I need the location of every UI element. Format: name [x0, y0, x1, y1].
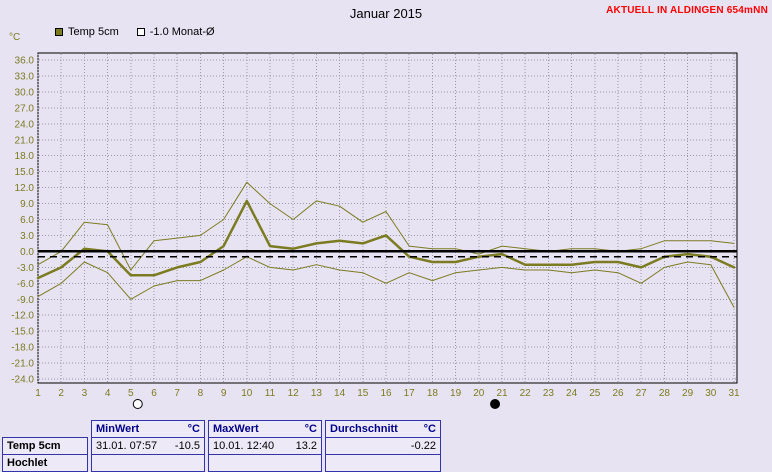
minwert-value-cell: 31.01. 07:57 -10.5: [91, 437, 205, 455]
svg-text:3: 3: [82, 388, 88, 399]
svg-text:1: 1: [35, 388, 41, 399]
svg-text:-6.0: -6.0: [17, 279, 35, 290]
svg-text:-9.0: -9.0: [17, 295, 35, 306]
svg-text:-3.0: -3.0: [17, 263, 35, 274]
maxwert-timestamp: 10.01. 12:40: [213, 440, 275, 452]
svg-text:13: 13: [311, 388, 323, 399]
svg-text:14: 14: [334, 388, 346, 399]
svg-text:11: 11: [265, 388, 276, 399]
svg-text:-18.0: -18.0: [11, 343, 34, 354]
svg-text:27: 27: [636, 388, 648, 399]
svg-text:3.0: 3.0: [20, 231, 34, 242]
legend-item-monatsmittel: -1.0 Monat-Ø: [136, 26, 215, 38]
svg-text:-24.0: -24.0: [11, 375, 34, 386]
svg-text:2: 2: [58, 388, 64, 399]
stats-data-row-partial: Hochlet: [2, 454, 441, 472]
svg-text:-12.0: -12.0: [11, 311, 34, 322]
maxwert-value: 13.2: [295, 440, 317, 452]
y-axis-unit-label: °C: [9, 32, 21, 43]
svg-text:23: 23: [543, 388, 555, 399]
maxwert-unit-label: °C: [304, 423, 317, 435]
svg-text:20: 20: [473, 388, 485, 399]
svg-text:-15.0: -15.0: [11, 327, 34, 338]
minwert-unit-label: °C: [187, 423, 200, 435]
page-title: Januar 2015: [349, 6, 423, 21]
svg-text:30: 30: [705, 388, 717, 399]
svg-text:25: 25: [589, 388, 601, 399]
durchschnitt-header-cell: Durchschnitt °C: [325, 420, 441, 438]
svg-text:24: 24: [566, 388, 578, 399]
svg-text:21.0: 21.0: [15, 135, 35, 146]
svg-text:0.0: 0.0: [20, 247, 34, 258]
svg-text:31: 31: [728, 388, 740, 399]
minwert-timestamp: 31.01. 07:57: [96, 440, 158, 452]
svg-text:9.0: 9.0: [20, 199, 34, 210]
svg-text:6: 6: [151, 388, 157, 399]
chart-legend: Temp 5cm -1.0 Monat-Ø: [55, 26, 215, 38]
durchschnitt-value-cell: -0.22: [325, 437, 441, 455]
svg-text:-21.0: -21.0: [11, 359, 34, 370]
minwert-header-cell: MinWert °C: [91, 420, 205, 438]
svg-text:27.0: 27.0: [15, 103, 35, 114]
stats-data-row-temp5cm: Temp 5cm 31.01. 07:57 -10.5 10.01. 12:40…: [2, 437, 441, 455]
svg-text:19: 19: [450, 388, 462, 399]
maxwert-header-label: MaxWert: [213, 423, 259, 435]
svg-text:29: 29: [682, 388, 694, 399]
durchschnitt-header-label: Durchschnitt: [330, 423, 398, 435]
stats-table: MinWert °C MaxWert °C Durchschnitt °C Te…: [2, 420, 441, 472]
durchschnitt-unit-label: °C: [423, 423, 436, 435]
legend-temp5cm-label: Temp 5cm: [68, 26, 119, 38]
sensor-name-cell-partial: Hochlet: [2, 454, 88, 472]
durchschnitt-value: -0.22: [410, 440, 436, 452]
sensor-name-cell: Temp 5cm: [2, 437, 88, 455]
legend-monatsmittel-label: -1.0 Monat-Ø: [149, 26, 215, 38]
minwert-header-label: MinWert: [96, 423, 140, 435]
stats-header-spacer: [2, 420, 88, 438]
svg-text:9: 9: [221, 388, 227, 399]
svg-text:28: 28: [659, 388, 671, 399]
svg-text:16: 16: [380, 388, 392, 399]
svg-text:15: 15: [357, 388, 369, 399]
svg-text:5: 5: [128, 388, 134, 399]
svg-text:24.0: 24.0: [15, 119, 35, 130]
svg-text:7: 7: [174, 388, 180, 399]
svg-text:12: 12: [288, 388, 300, 399]
svg-text:17: 17: [404, 388, 416, 399]
svg-text:10: 10: [241, 388, 253, 399]
svg-text:36.0: 36.0: [15, 56, 35, 67]
station-banner-link[interactable]: AKTUELL IN ALDINGEN 654mNN: [606, 5, 768, 16]
monatsmittel-swatch-icon: [136, 28, 145, 36]
svg-text:6.0: 6.0: [20, 215, 34, 226]
weather-month-chart-page: Januar 2015 AKTUELL IN ALDINGEN 654mNN °…: [2, 5, 768, 472]
stats-header-row: MinWert °C MaxWert °C Durchschnitt °C: [2, 420, 441, 438]
svg-text:33.0: 33.0: [15, 71, 35, 82]
svg-text:15.0: 15.0: [15, 167, 35, 178]
maxwert-header-cell: MaxWert °C: [208, 420, 322, 438]
svg-text:21: 21: [496, 388, 508, 399]
temp5cm-swatch-icon: [55, 28, 63, 36]
maxwert-value-cell: 10.01. 12:40 13.2: [208, 437, 322, 455]
sensor-name-label: Temp 5cm: [7, 440, 61, 452]
minwert-value-cell-partial: [91, 454, 205, 472]
durchschnitt-value-cell-partial: [325, 454, 441, 472]
svg-text:30.0: 30.0: [15, 87, 35, 98]
temperature-line-chart: -24.0 -21.0 -18.0 -15.0 -12.0 -9.0 -6.0 -3.0 0.0…: [11, 52, 740, 409]
minwert-value: -10.5: [174, 440, 200, 452]
legend-item-temp5cm: Temp 5cm: [55, 26, 119, 38]
svg-text:22: 22: [520, 388, 532, 399]
svg-text:18: 18: [427, 388, 439, 399]
sensor-name-label-partial: Hochlet: [7, 457, 48, 469]
svg-text:4: 4: [105, 388, 111, 399]
maxwert-value-cell-partial: [208, 454, 322, 472]
svg-text:18.0: 18.0: [15, 151, 35, 162]
svg-text:12.0: 12.0: [15, 183, 35, 194]
svg-text:26: 26: [612, 388, 624, 399]
svg-text:8: 8: [198, 388, 204, 399]
